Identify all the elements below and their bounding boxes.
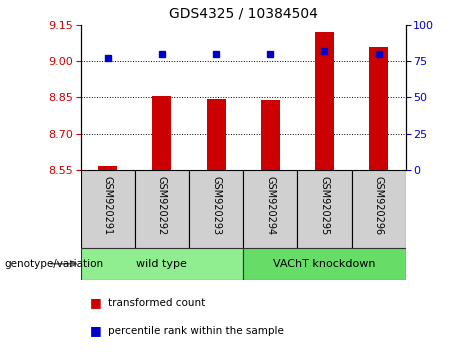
Bar xyxy=(98,166,117,170)
Text: percentile rank within the sample: percentile rank within the sample xyxy=(108,326,284,336)
Bar xyxy=(135,170,189,248)
Bar xyxy=(315,32,334,170)
Text: wild type: wild type xyxy=(136,259,187,269)
Bar xyxy=(243,170,297,248)
Bar xyxy=(243,248,406,280)
Title: GDS4325 / 10384504: GDS4325 / 10384504 xyxy=(169,7,318,21)
Text: ■: ■ xyxy=(90,325,101,337)
Bar xyxy=(189,170,243,248)
Text: GSM920293: GSM920293 xyxy=(211,176,221,235)
Bar xyxy=(153,96,171,170)
Text: GSM920292: GSM920292 xyxy=(157,176,167,235)
Text: GSM920294: GSM920294 xyxy=(265,176,275,235)
Text: ■: ■ xyxy=(90,296,101,309)
Text: GSM920291: GSM920291 xyxy=(103,176,113,235)
Text: GSM920295: GSM920295 xyxy=(319,176,330,235)
Text: transformed count: transformed count xyxy=(108,298,206,308)
Text: genotype/variation: genotype/variation xyxy=(5,259,104,269)
Text: GSM920296: GSM920296 xyxy=(373,176,384,235)
Bar xyxy=(81,170,135,248)
Bar xyxy=(207,98,225,170)
Bar xyxy=(81,248,243,280)
Bar xyxy=(261,100,280,170)
Text: VAChT knockdown: VAChT knockdown xyxy=(273,259,376,269)
Bar xyxy=(369,47,388,170)
Bar xyxy=(352,170,406,248)
Bar xyxy=(297,170,352,248)
